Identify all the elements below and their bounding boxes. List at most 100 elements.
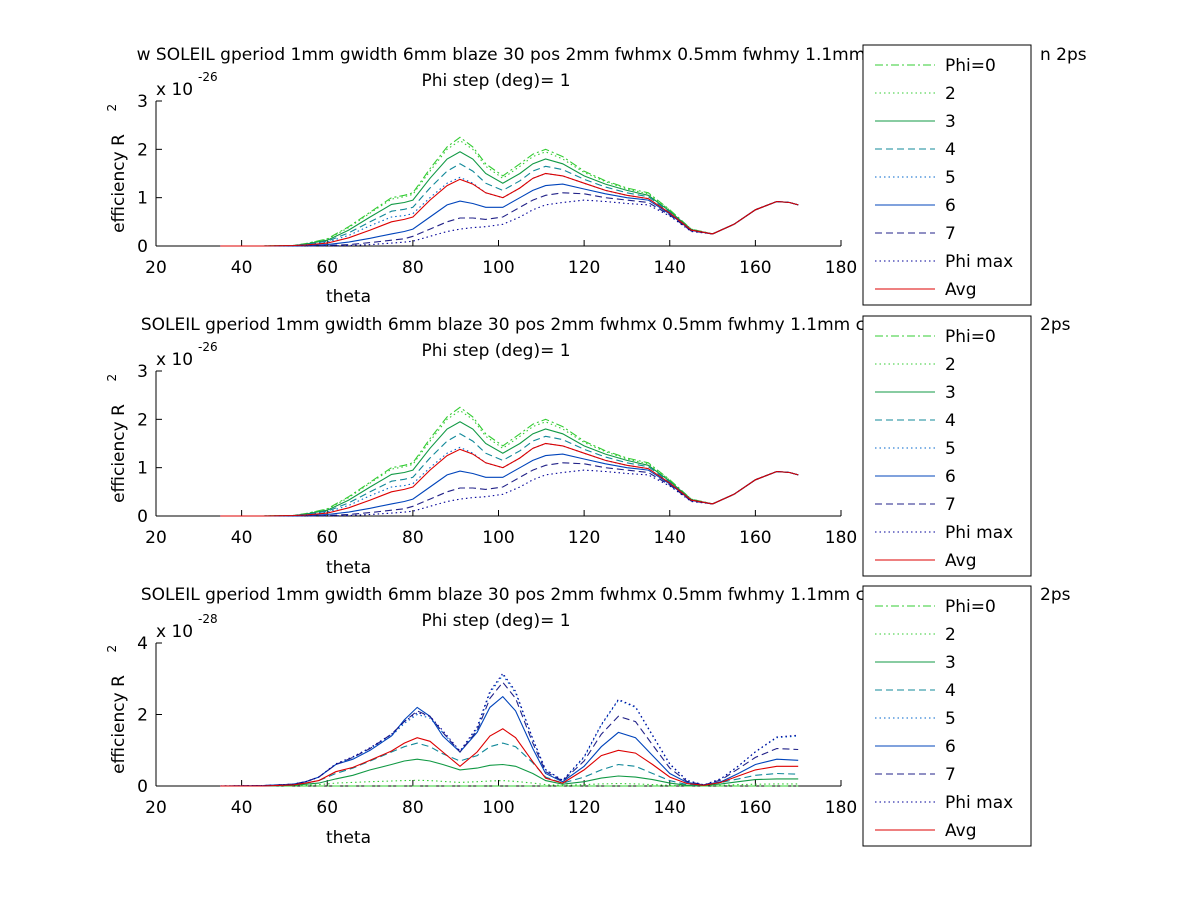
x-tick-label: 20 xyxy=(145,258,167,278)
legend-label: 5 xyxy=(945,439,956,459)
y-exponent-power: -26 xyxy=(198,70,218,84)
chart-title-line1-tail: 2ps xyxy=(1040,315,1071,335)
x-tick-label: 180 xyxy=(825,528,857,548)
chart-title-line1: w SOLEIL gperiod 1mm gwidth 6mm blaze 30… xyxy=(137,45,946,65)
y-axis-label: efficiency R xyxy=(109,134,129,233)
x-tick-label: 80 xyxy=(402,798,424,818)
y-axis-label-superscript: 2 xyxy=(105,374,119,382)
x-tick-label: 60 xyxy=(316,258,338,278)
legend-label: 6 xyxy=(945,196,956,216)
chart-title-line2: Phi step (deg)= 1 xyxy=(421,611,570,631)
series-line-1 xyxy=(220,406,799,517)
y-exponent-power: -26 xyxy=(198,340,218,354)
legend-label: 2 xyxy=(945,625,956,645)
x-tick-label: 140 xyxy=(654,528,686,548)
y-tick-label: 4 xyxy=(137,634,148,654)
y-exponent-base: x 10 xyxy=(156,80,193,100)
legend-label: 3 xyxy=(945,653,956,673)
legend-label: 7 xyxy=(945,224,956,244)
series-line-2 xyxy=(220,409,799,517)
y-tick-label: 1 xyxy=(137,459,148,479)
series-line-6 xyxy=(220,453,799,517)
series-line-5 xyxy=(220,674,799,787)
legend-label: 3 xyxy=(945,383,956,403)
x-axis-label: theta xyxy=(326,828,371,848)
y-axis-label-group: efficiency R 2 xyxy=(105,645,129,774)
series-line-1 xyxy=(220,136,799,247)
x-tick-label: 120 xyxy=(568,798,600,818)
chart-title-line2: Phi step (deg)= 1 xyxy=(421,71,570,91)
legend-label: 2 xyxy=(945,355,956,375)
y-axis-label: efficiency R xyxy=(109,675,129,774)
x-tick-label: 40 xyxy=(231,258,253,278)
series-line-3 xyxy=(220,758,799,787)
x-tick-label: 160 xyxy=(739,528,771,548)
x-tick-label: 60 xyxy=(316,798,338,818)
y-exponent-base: x 10 xyxy=(156,350,193,370)
legend-label: 4 xyxy=(945,681,956,701)
x-tick-label: 160 xyxy=(739,798,771,818)
y-tick-label: 0 xyxy=(137,237,148,257)
y-tick-label: 2 xyxy=(137,706,148,726)
x-tick-label: 80 xyxy=(402,528,424,548)
x-tick-label: 140 xyxy=(654,258,686,278)
chart-panel-3: SOLEIL gperiod 1mm gwidth 6mm blaze 30 p… xyxy=(105,585,1071,848)
legend-label: 3 xyxy=(945,112,956,132)
series-line-8 xyxy=(220,672,799,787)
legend-label: Phi=0 xyxy=(945,327,996,347)
legend-box xyxy=(862,585,1032,847)
series-line-2 xyxy=(220,139,799,247)
y-tick-label: 0 xyxy=(137,777,148,797)
x-tick-label: 140 xyxy=(654,798,686,818)
x-tick-label: 120 xyxy=(568,528,600,548)
series-line-7 xyxy=(220,681,799,787)
x-tick-label: 100 xyxy=(482,528,514,548)
y-tick-label: 3 xyxy=(137,362,148,382)
legend-label: Avg xyxy=(945,821,977,841)
legend-label: 7 xyxy=(945,765,956,785)
y-axis-label-superscript: 2 xyxy=(105,104,119,112)
x-tick-label: 20 xyxy=(145,798,167,818)
series-line-5 xyxy=(220,172,799,247)
series-line-6 xyxy=(220,183,799,247)
legend-label: Phi max xyxy=(945,523,1013,543)
chart-panel-2: SOLEIL gperiod 1mm gwidth 6mm blaze 30 p… xyxy=(105,315,1071,578)
x-tick-label: 180 xyxy=(825,258,857,278)
legend-label: 2 xyxy=(945,84,956,104)
x-tick-label: 180 xyxy=(825,798,857,818)
legend-label: 5 xyxy=(945,168,956,188)
series-line-9 xyxy=(220,728,799,787)
legend-label: 6 xyxy=(945,737,956,757)
series-line-8 xyxy=(220,199,799,247)
legend-label: 4 xyxy=(945,140,956,160)
legend-label: Phi max xyxy=(945,793,1013,813)
x-axis-label: theta xyxy=(326,558,371,578)
legend-label: 6 xyxy=(945,467,956,487)
legend-label: 7 xyxy=(945,495,956,515)
y-exponent-base: x 10 xyxy=(156,622,193,642)
series-line-4 xyxy=(220,742,799,787)
series-line-9 xyxy=(220,172,799,247)
x-tick-label: 40 xyxy=(231,798,253,818)
y-tick-label: 3 xyxy=(137,92,148,112)
series-line-6 xyxy=(220,695,799,787)
y-exponent-power: -28 xyxy=(198,612,218,626)
x-axis-label: theta xyxy=(326,287,371,307)
x-tick-label: 60 xyxy=(316,528,338,548)
chart-title-line1: SOLEIL gperiod 1mm gwidth 6mm blaze 30 p… xyxy=(141,585,941,605)
series-line-8 xyxy=(220,469,799,517)
legend-box xyxy=(862,44,1032,306)
chart-title-line1-tail: n 2ps xyxy=(1040,45,1087,65)
y-tick-label: 1 xyxy=(137,189,148,209)
series-line-9 xyxy=(220,442,799,517)
series-line-2 xyxy=(220,779,799,787)
legend: Phi=0 2 3 4 5 6 7 Phi max Avg xyxy=(862,315,1032,577)
series-line-7 xyxy=(220,192,799,247)
x-tick-label: 20 xyxy=(145,528,167,548)
legend-label: Avg xyxy=(945,280,977,300)
x-tick-label: 100 xyxy=(482,798,514,818)
y-tick-label: 2 xyxy=(137,140,148,160)
y-axis-label-group: efficiency R 2 xyxy=(105,104,129,233)
series-line-3 xyxy=(220,421,799,517)
